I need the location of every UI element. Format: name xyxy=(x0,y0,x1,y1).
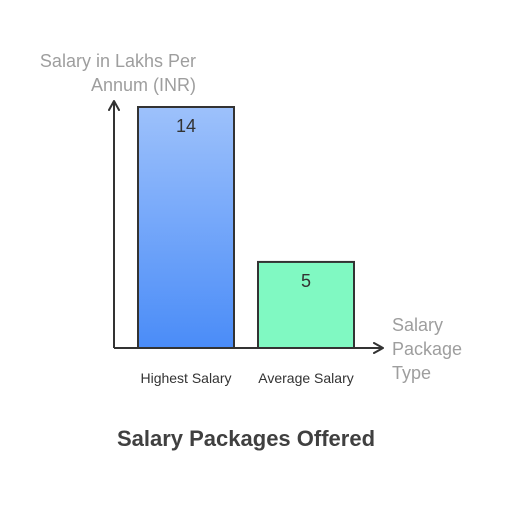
x-tick-labels: Highest Salary Average Salary xyxy=(140,370,353,386)
y-axis-label-line: Annum (INR) xyxy=(91,75,196,95)
y-axis-label-line: Salary in Lakhs Per xyxy=(40,51,196,71)
x-axis-label-line: Package xyxy=(392,339,462,359)
bar-average-salary xyxy=(257,260,355,349)
x-axis-label-line: Type xyxy=(392,363,431,383)
bars-group: 14 5 xyxy=(137,106,355,349)
x-axis-label-line: Salary xyxy=(392,315,443,335)
x-axis-label: Salary Package Type xyxy=(392,315,462,383)
value-label: 14 xyxy=(176,116,196,136)
value-label: 5 xyxy=(301,271,311,291)
y-axis-label: Salary in Lakhs Per Annum (INR) xyxy=(40,51,196,95)
bar-highest-salary xyxy=(137,106,235,349)
chart-title: Salary Packages Offered xyxy=(117,426,375,451)
x-tick-label: Average Salary xyxy=(258,370,353,386)
x-tick-label: Highest Salary xyxy=(140,370,231,386)
